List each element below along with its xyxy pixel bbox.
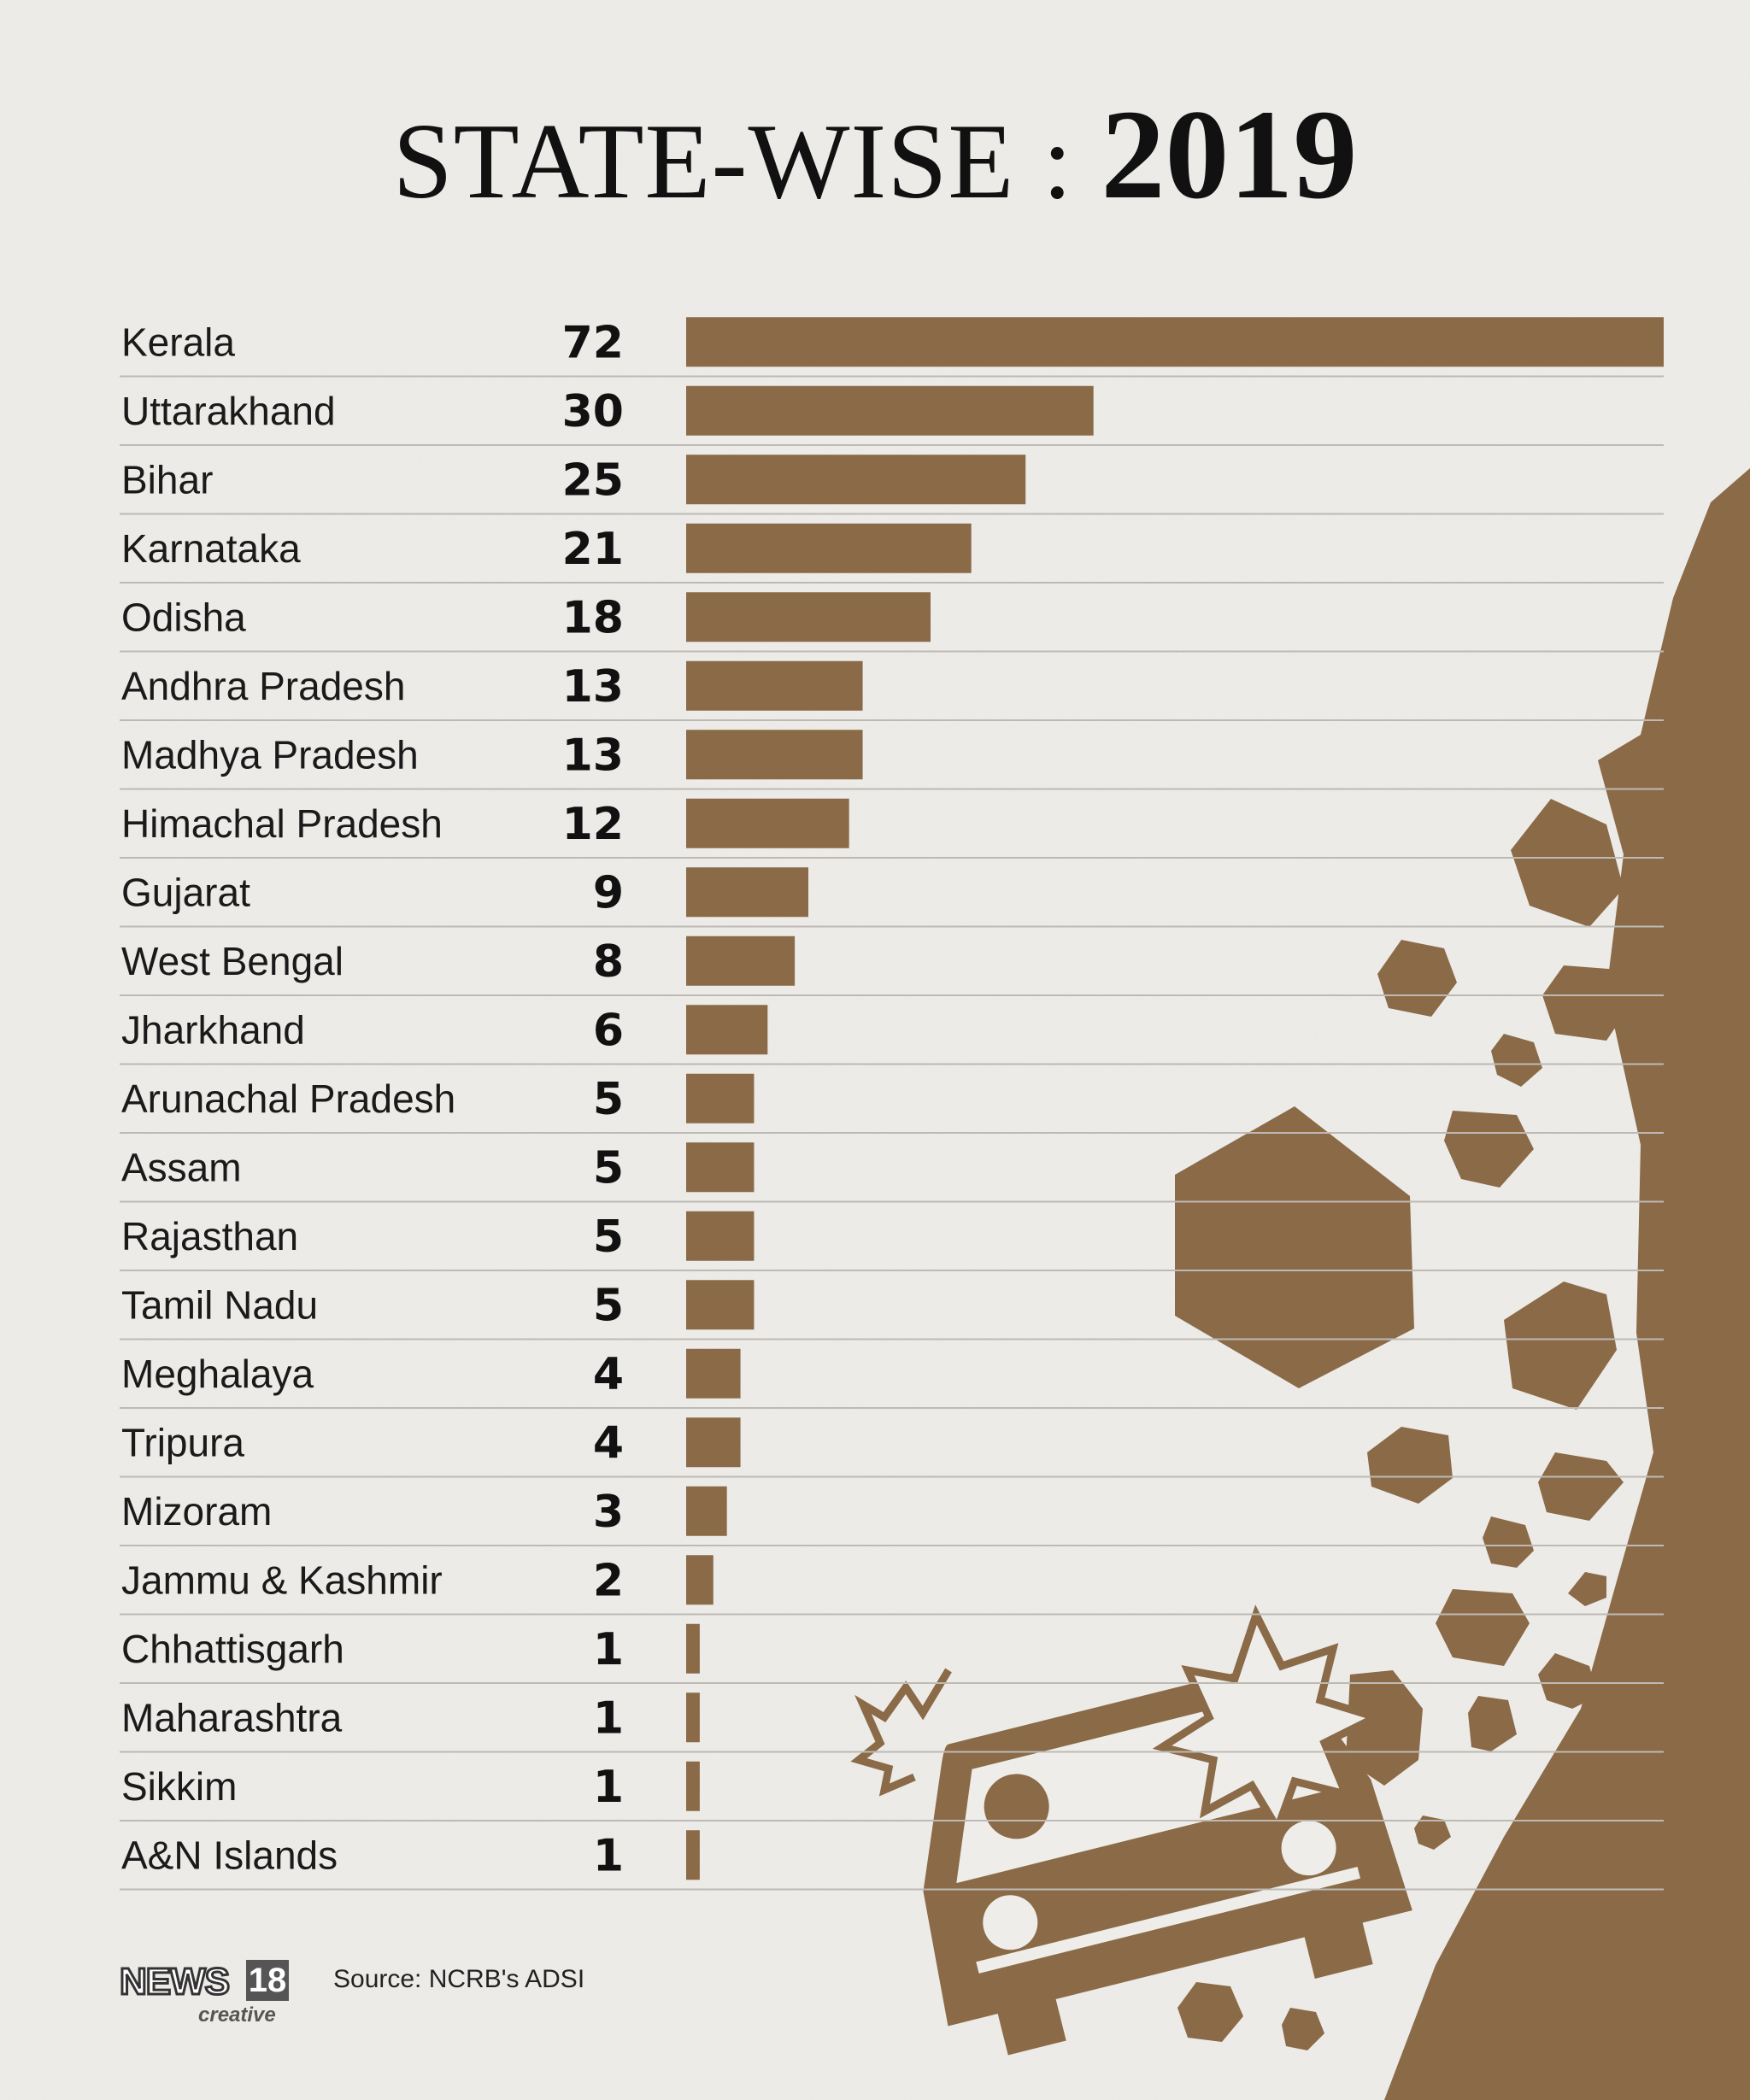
category-label: Sikkim [121, 1764, 237, 1809]
rock-icon [1367, 1427, 1453, 1504]
bar [686, 317, 1664, 367]
logo-sub: creative [198, 2003, 276, 2027]
category-label: A&N Islands [121, 1833, 338, 1877]
logo-news: NEWS [119, 1961, 232, 2003]
bar [686, 660, 863, 711]
bar [686, 1761, 700, 1811]
rock-icon [1444, 1111, 1534, 1188]
rock-icon [1483, 1516, 1534, 1568]
category-label: Rajasthan [121, 1214, 298, 1258]
value-label: 30 [562, 386, 624, 437]
value-label: 21 [562, 524, 624, 575]
title-main: STATE-WISE : [392, 103, 1101, 221]
value-label: 25 [562, 455, 624, 506]
category-label: Tamil Nadu [121, 1282, 318, 1327]
bar [686, 1073, 755, 1123]
value-label: 1 [593, 1762, 624, 1813]
category-label: Arunachal Pradesh [121, 1076, 455, 1121]
bar [686, 730, 863, 780]
category-label: Odisha [121, 595, 246, 639]
category-label: Gujarat [121, 870, 250, 914]
rock-icon [1538, 1653, 1598, 1709]
category-label: Assam [121, 1145, 242, 1189]
category-label: Tripura [121, 1420, 244, 1464]
chart-title: STATE-WISE : 2019 [0, 81, 1750, 228]
value-label: 12 [562, 799, 624, 850]
category-label: Maharashtra [121, 1695, 343, 1739]
cliff-shape [1384, 468, 1750, 2100]
bar [686, 1486, 727, 1536]
bar [686, 1348, 741, 1399]
bar [686, 1142, 755, 1193]
value-label: 72 [562, 317, 624, 368]
bar [686, 455, 1026, 505]
bar [686, 1005, 768, 1055]
value-label: 4 [593, 1349, 624, 1400]
value-label: 18 [562, 592, 624, 643]
category-label: Madhya Pradesh [121, 732, 419, 777]
category-label: Bihar [121, 457, 213, 502]
value-label: 9 [593, 867, 624, 918]
rock-icon [1491, 1034, 1542, 1087]
impact-lines-icon [850, 1668, 952, 1797]
bar [686, 1211, 755, 1261]
category-label: Chhattisgarh [121, 1627, 344, 1671]
rock-icon [1538, 1452, 1624, 1521]
bar [686, 867, 808, 918]
category-label: Jammu & Kashmir [121, 1557, 443, 1602]
rock-icon [1468, 1696, 1517, 1751]
title-year: 2019 [1101, 84, 1358, 226]
category-label: Himachal Pradesh [121, 801, 443, 846]
bar [686, 1555, 714, 1605]
category-label: West Bengal [121, 939, 344, 983]
source-note: Source: NCRB's ADSI [333, 1965, 585, 1993]
bar [686, 936, 796, 986]
category-label: Meghalaya [121, 1352, 314, 1396]
rock-icon [1436, 1589, 1530, 1666]
bar [686, 798, 849, 848]
bar [686, 385, 1094, 436]
bar [686, 1417, 741, 1468]
value-label: 13 [562, 661, 624, 713]
category-label: Mizoram [121, 1489, 272, 1534]
category-label: Kerala [121, 320, 235, 364]
rock-icon [1504, 1282, 1617, 1410]
value-label: 8 [593, 936, 624, 988]
value-label: 2 [593, 1555, 624, 1606]
value-label: 5 [593, 1142, 624, 1194]
bar [686, 1830, 700, 1880]
bar [686, 1280, 755, 1330]
bar [686, 1692, 700, 1743]
logo-number: 18 [246, 1960, 289, 2001]
value-label: 6 [593, 1005, 624, 1056]
rock-icon [1542, 965, 1634, 1041]
value-label: 3 [593, 1487, 624, 1538]
bar [686, 592, 931, 642]
value-label: 1 [593, 1830, 624, 1881]
rock-icon [1177, 1982, 1243, 2042]
bar [686, 523, 972, 573]
rock-icon [1511, 799, 1624, 927]
boulder-icon [1346, 1670, 1423, 1786]
value-label: 1 [593, 1692, 624, 1744]
category-label: Karnataka [121, 526, 301, 571]
category-label: Jharkhand [121, 1007, 305, 1052]
value-label: 5 [593, 1074, 624, 1125]
value-label: 5 [593, 1280, 624, 1331]
rock-icon [1414, 1816, 1451, 1850]
rock-icon [1568, 1572, 1606, 1606]
value-label: 5 [593, 1211, 624, 1263]
category-label: Uttarakhand [121, 389, 336, 433]
bar [686, 1623, 700, 1674]
news18-logo: NEWS 18 creative [119, 1960, 299, 2032]
rock-icon [1282, 2008, 1324, 2050]
value-label: 4 [593, 1417, 624, 1469]
category-label: Andhra Pradesh [121, 664, 405, 708]
rock-icon [1377, 940, 1457, 1017]
rock-icon [1175, 1106, 1414, 1388]
value-label: 13 [562, 730, 624, 781]
value-label: 1 [593, 1624, 624, 1675]
